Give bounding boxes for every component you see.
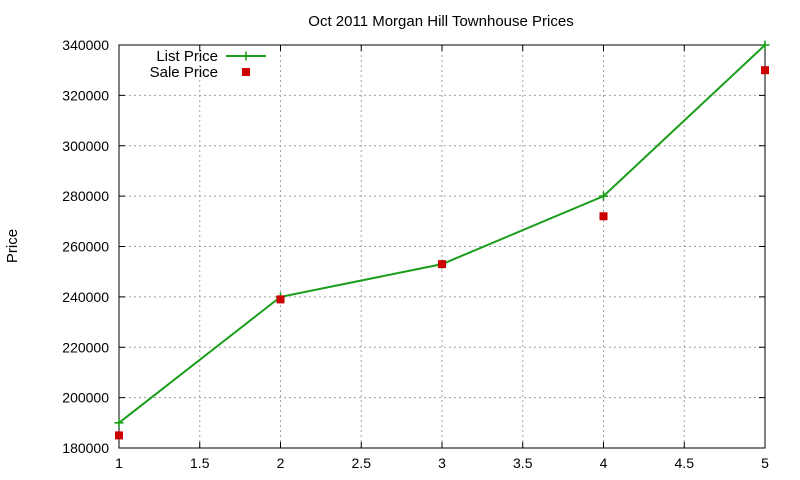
y-tick-label: 220000 <box>62 339 109 355</box>
x-tick-label: 5 <box>761 455 769 471</box>
y-tick-label: 280000 <box>62 188 109 204</box>
plot-area <box>114 40 770 440</box>
legend-swatch-marker <box>242 68 250 76</box>
grid <box>119 45 765 448</box>
x-tick-label: 4.5 <box>675 455 695 471</box>
list-price-point <box>114 418 124 428</box>
x-tick-label: 2.5 <box>352 455 372 471</box>
y-axis-label: Price <box>4 229 21 263</box>
axes: 1 1.5 2 2.5 3 3.5 4 4.5 5 180000 200000 220000 24000… <box>62 37 769 471</box>
list-price-point <box>599 191 608 201</box>
legend-swatch-marker <box>241 51 251 61</box>
sale-price-point <box>761 66 769 75</box>
y-tick-label: 320000 <box>62 87 109 103</box>
y-tick-label: 260000 <box>62 239 109 255</box>
y-tick-label: 300000 <box>62 138 109 154</box>
y-tick-label: 240000 <box>62 289 109 305</box>
sale-price-point <box>438 260 446 269</box>
x-tick-label: 3.5 <box>513 455 533 471</box>
x-tick-label: 4 <box>600 455 608 471</box>
y-tick-label: 200000 <box>62 390 109 406</box>
sale-price-point <box>599 212 608 221</box>
x-tick-label: 3 <box>438 455 446 471</box>
list-price-point <box>760 40 770 50</box>
y-tick-label: 180000 <box>62 440 109 456</box>
x-tick-label: 1.5 <box>190 455 210 471</box>
sale-price-point <box>276 295 285 304</box>
x-tick-label: 1 <box>115 455 123 471</box>
y-tick-label: 340000 <box>62 37 109 53</box>
x-tick-label: 2 <box>277 455 285 471</box>
sale-price-point <box>115 431 123 440</box>
chart-title: Oct 2011 Morgan Hill Townhouse Prices <box>308 13 573 30</box>
legend-label: Sale Price <box>150 64 218 81</box>
legend-label: List Price <box>156 48 218 65</box>
